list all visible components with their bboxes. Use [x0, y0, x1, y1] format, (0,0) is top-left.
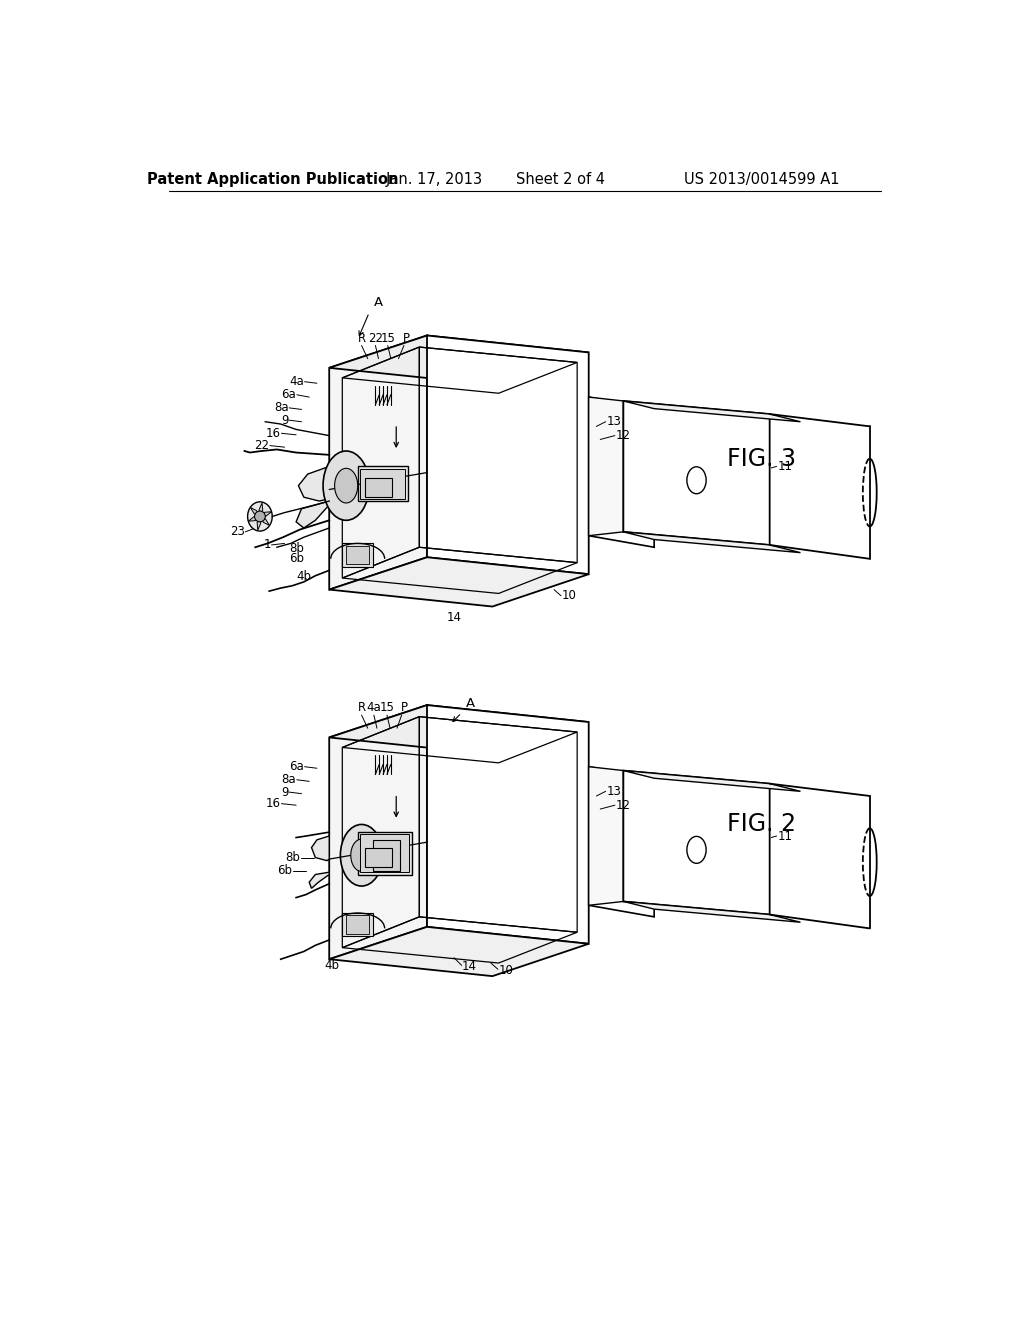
- Bar: [366, 478, 392, 498]
- Polygon shape: [330, 705, 589, 755]
- Polygon shape: [260, 516, 269, 525]
- Text: 13: 13: [606, 416, 622, 428]
- Ellipse shape: [248, 502, 272, 531]
- Text: Sheet 2 of 4: Sheet 2 of 4: [516, 172, 605, 186]
- Text: A: A: [374, 296, 383, 309]
- Polygon shape: [309, 873, 330, 888]
- Bar: [342, 913, 373, 936]
- Polygon shape: [624, 401, 770, 545]
- Text: 1: 1: [263, 539, 270, 552]
- Polygon shape: [259, 503, 263, 516]
- Polygon shape: [251, 508, 260, 516]
- Ellipse shape: [351, 840, 373, 871]
- Text: 4a: 4a: [289, 375, 304, 388]
- Text: 4a: 4a: [367, 701, 381, 714]
- Polygon shape: [589, 397, 654, 548]
- Text: 8b: 8b: [289, 541, 304, 554]
- Polygon shape: [427, 705, 589, 944]
- Bar: [373, 840, 400, 871]
- Text: 11: 11: [777, 829, 793, 842]
- Text: FIG. 3: FIG. 3: [727, 446, 797, 471]
- Text: 8a: 8a: [273, 401, 289, 414]
- Bar: [342, 544, 373, 566]
- Text: 4b: 4b: [325, 960, 340, 973]
- Text: 6b: 6b: [289, 552, 304, 565]
- Text: FIG. 2: FIG. 2: [727, 812, 797, 837]
- Text: 12: 12: [615, 799, 631, 812]
- Polygon shape: [257, 516, 261, 531]
- Text: P: P: [400, 701, 408, 714]
- Polygon shape: [589, 767, 624, 906]
- Polygon shape: [624, 532, 801, 553]
- Circle shape: [255, 511, 265, 521]
- Text: 16: 16: [265, 797, 281, 810]
- Text: Patent Application Publication: Patent Application Publication: [147, 172, 398, 186]
- Polygon shape: [260, 512, 271, 516]
- Bar: [357, 832, 412, 875]
- Polygon shape: [249, 516, 260, 521]
- Bar: [360, 834, 410, 873]
- Polygon shape: [624, 401, 801, 422]
- Polygon shape: [589, 767, 654, 917]
- Polygon shape: [589, 397, 624, 536]
- Text: 12: 12: [615, 429, 631, 442]
- Text: 22: 22: [254, 440, 269, 453]
- Polygon shape: [427, 335, 589, 574]
- Text: 6a: 6a: [289, 760, 304, 774]
- Text: 15: 15: [380, 331, 395, 345]
- Polygon shape: [330, 335, 427, 590]
- Text: 9: 9: [281, 785, 289, 799]
- Ellipse shape: [323, 451, 370, 520]
- Text: 15: 15: [380, 701, 394, 714]
- Text: 16: 16: [265, 426, 281, 440]
- Polygon shape: [298, 466, 330, 502]
- Text: 4b: 4b: [297, 570, 311, 583]
- Polygon shape: [296, 502, 330, 528]
- Text: 14: 14: [462, 961, 476, 973]
- Bar: [360, 469, 406, 499]
- Bar: [366, 847, 392, 867]
- Text: 8b: 8b: [285, 851, 300, 865]
- Bar: [346, 915, 370, 933]
- Bar: [357, 466, 408, 502]
- Polygon shape: [330, 335, 589, 385]
- Text: 9: 9: [281, 413, 289, 426]
- Text: 23: 23: [229, 525, 245, 539]
- Text: Jan. 17, 2013: Jan. 17, 2013: [386, 172, 483, 186]
- Text: R: R: [357, 331, 366, 345]
- Ellipse shape: [335, 469, 357, 503]
- Polygon shape: [624, 902, 801, 923]
- Text: 6b: 6b: [278, 865, 292, 878]
- Text: 10: 10: [562, 589, 577, 602]
- Polygon shape: [330, 927, 589, 977]
- Text: 10: 10: [499, 964, 513, 977]
- Text: 8a: 8a: [282, 774, 296, 787]
- Text: US 2013/0014599 A1: US 2013/0014599 A1: [684, 172, 840, 186]
- Text: 6a: 6a: [282, 388, 296, 401]
- Text: 13: 13: [606, 785, 622, 797]
- Text: 22: 22: [368, 331, 383, 345]
- Text: 14: 14: [446, 611, 462, 624]
- Text: R: R: [357, 701, 366, 714]
- Ellipse shape: [340, 825, 383, 886]
- Text: A: A: [466, 697, 475, 710]
- Polygon shape: [330, 705, 427, 960]
- Bar: [346, 545, 370, 564]
- Polygon shape: [624, 771, 770, 915]
- Text: 11: 11: [777, 459, 793, 473]
- Polygon shape: [330, 557, 589, 607]
- Text: P: P: [402, 331, 410, 345]
- Polygon shape: [311, 836, 330, 861]
- Polygon shape: [624, 771, 801, 792]
